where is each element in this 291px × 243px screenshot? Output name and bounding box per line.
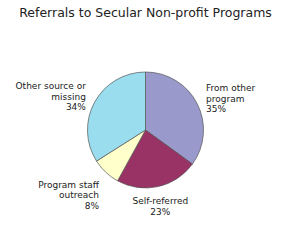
data-label: 34%	[66, 102, 86, 112]
labels: From otherprogram35% Self-referred23% Prog…	[16, 81, 256, 216]
slice-label: From otherprogram	[206, 83, 255, 104]
chart: Referrals to Secular Non-profit Programs…	[0, 0, 291, 243]
data-label: 35%	[206, 104, 226, 114]
slice-label: Other source ormissing	[16, 81, 87, 102]
data-label: 23%	[150, 207, 170, 217]
slice	[87, 72, 145, 161]
slice-label: Program staffoutreach	[38, 180, 100, 201]
data-label: 8%	[85, 201, 100, 211]
title: Referrals to Secular Non-profit Programs	[19, 5, 272, 20]
slice-label: Self-referred	[132, 196, 188, 206]
slices	[87, 72, 203, 188]
